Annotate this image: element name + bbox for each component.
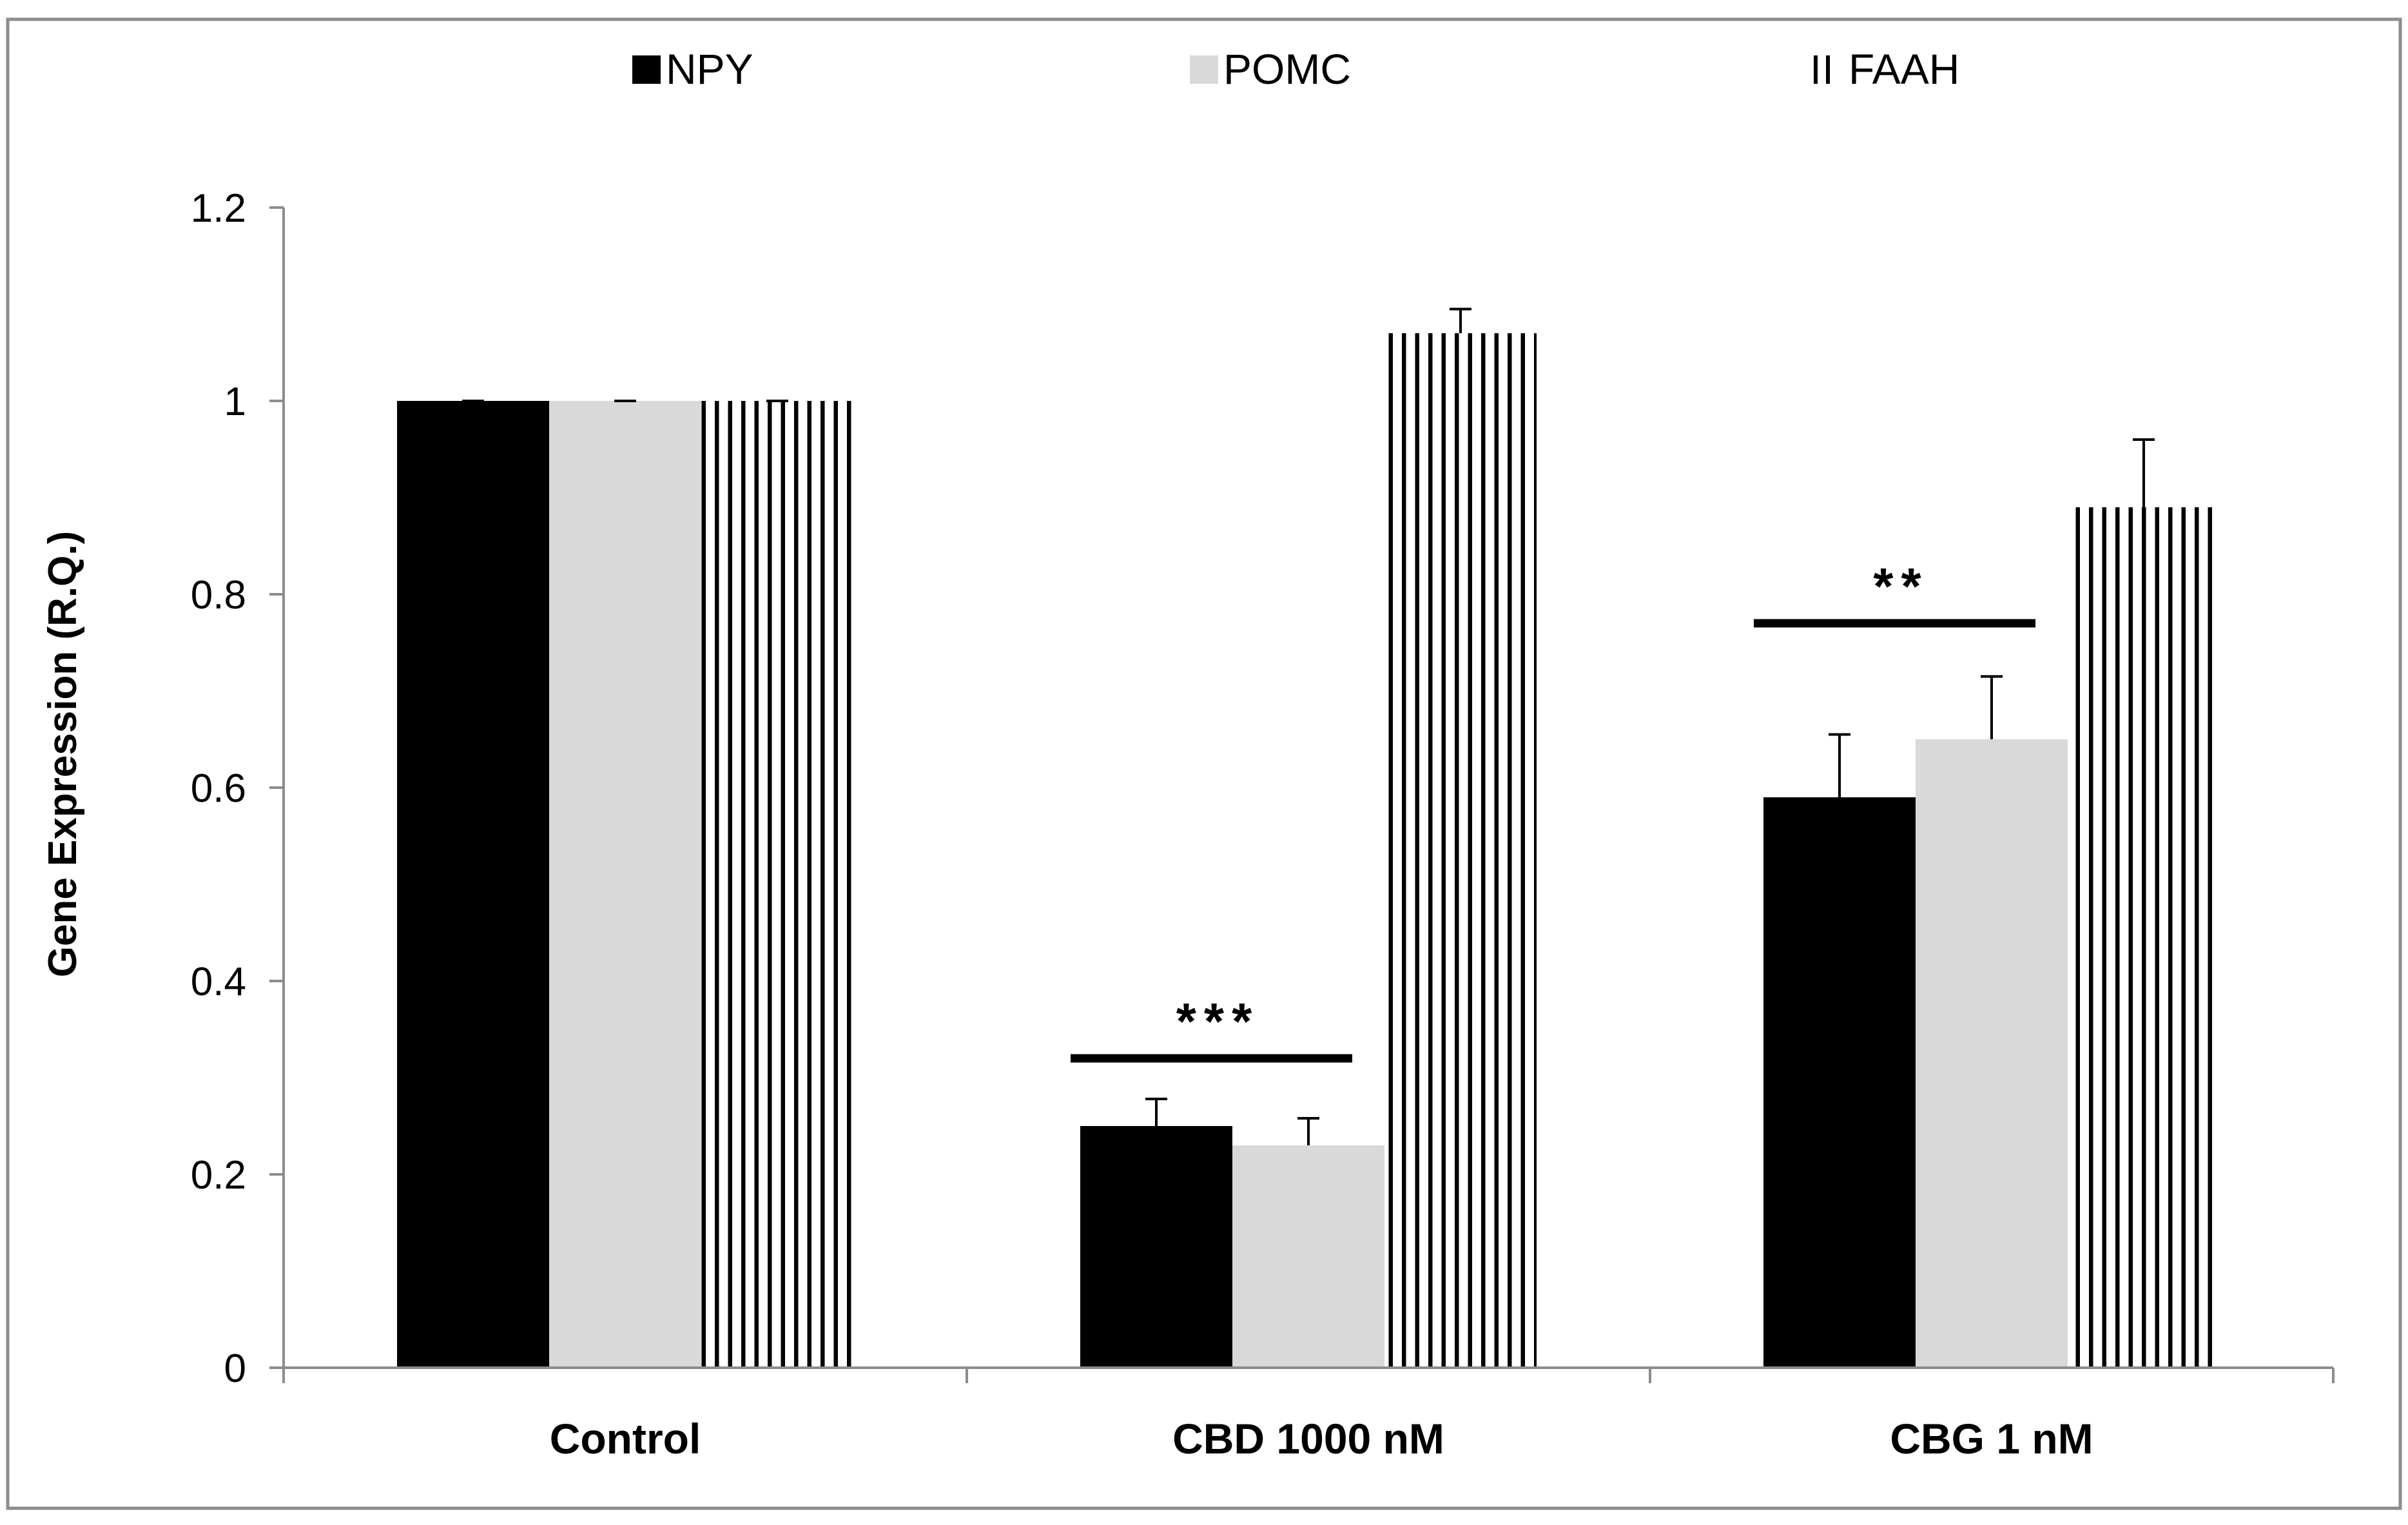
y-tick-label: 0.4: [191, 960, 246, 1004]
legend: NPY POMC FAAH: [632, 45, 1959, 93]
y-axis-title: Gene Expression (R.Q.): [41, 531, 85, 978]
x-axis: Control CBD 1000 nM CBG 1 nM: [282, 1366, 2335, 1462]
bar-faah-2: [1384, 333, 1537, 1368]
bar-faah-3: [2068, 507, 2220, 1368]
x-category-label: Control: [550, 1415, 701, 1462]
legend-label-npy: NPY: [666, 45, 753, 93]
bar-npy-2: [1080, 1126, 1232, 1368]
y-tick-label: 0: [224, 1346, 246, 1391]
legend-label-faah: FAAH: [1849, 45, 1959, 93]
bar-npy-1: [397, 401, 549, 1368]
y-tick-label: 1: [224, 380, 246, 424]
legend-swatch-pomc: [1190, 55, 1218, 84]
bar-pomc-2: [1232, 1145, 1384, 1368]
bar-faah-1: [701, 401, 853, 1368]
legend-swatch-npy: [632, 55, 661, 84]
bar-pomc-1: [549, 401, 701, 1368]
bar-pomc-3: [1916, 739, 2068, 1368]
y-tick-label: 0.2: [191, 1153, 246, 1198]
significance-label: ***: [1176, 993, 1259, 1050]
bars: [397, 307, 2220, 1368]
legend-label-pomc: POMC: [1223, 45, 1351, 93]
bar-npy-3: [1763, 797, 1916, 1368]
legend-swatch-faah: [1814, 55, 1818, 84]
significance-annotations: *****: [1071, 558, 2035, 1063]
y-axis: 0 0.2 0.4 0.6 0.8 1 1.2: [191, 186, 285, 1391]
significance-label: **: [1873, 558, 1928, 615]
x-category-label: CBD 1000 nM: [1172, 1415, 1444, 1462]
y-tick-label: 0.6: [191, 766, 246, 811]
legend-swatch-faah-stripe: [1826, 55, 1830, 84]
y-tick-label: 0.8: [191, 573, 246, 617]
x-category-label: CBG 1 nM: [1890, 1415, 2093, 1462]
y-tick-label: 1.2: [191, 186, 246, 231]
